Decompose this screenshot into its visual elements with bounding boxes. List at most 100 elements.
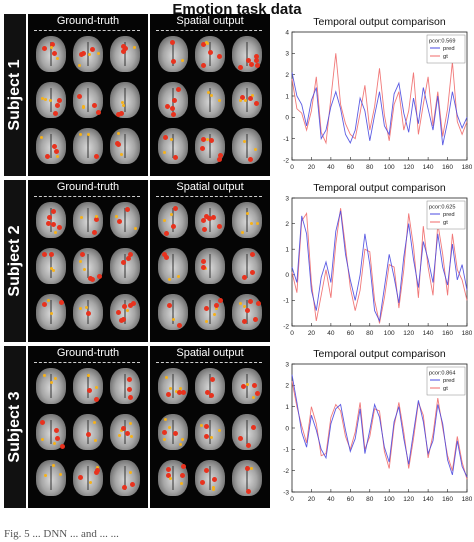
brain-slice xyxy=(232,368,262,404)
chart-title: Temporal output comparison xyxy=(313,182,446,194)
activation-blob xyxy=(52,110,58,116)
activation-blob xyxy=(121,259,127,265)
activation-blob xyxy=(162,218,166,222)
brain-slice xyxy=(232,82,262,118)
activation-blob xyxy=(83,268,87,271)
activation-blob xyxy=(181,389,187,395)
activation-blob xyxy=(164,418,168,422)
activation-blob xyxy=(238,436,244,442)
y-tick-label: 0 xyxy=(285,272,289,279)
activation-blob xyxy=(165,375,169,379)
activation-blob xyxy=(86,311,92,317)
panel-divider xyxy=(156,362,262,363)
activation-blob xyxy=(55,57,59,61)
panel-title: Spatial output xyxy=(176,347,244,359)
activation-blob xyxy=(91,102,97,108)
activation-blob xyxy=(214,306,218,310)
activation-blob xyxy=(176,274,180,278)
activation-blob xyxy=(168,477,172,481)
y-tick-label: -2 xyxy=(283,157,289,164)
x-tick-label: 0 xyxy=(290,164,294,171)
subject-label-1: Subject 1 xyxy=(4,14,26,176)
x-tick-label: 80 xyxy=(366,164,374,171)
legend-stat: pcor:0.569 xyxy=(429,39,455,45)
x-tick-label: 100 xyxy=(384,164,395,171)
activation-blob xyxy=(237,65,243,71)
activation-blob xyxy=(121,101,125,105)
y-tick-label: 3 xyxy=(285,361,289,368)
activation-blob xyxy=(50,266,54,270)
activation-blob xyxy=(92,421,96,425)
x-tick-label: 20 xyxy=(308,164,316,171)
activation-blob xyxy=(245,58,251,64)
ground-truth-panel: Ground-truth xyxy=(28,14,148,176)
activation-blob xyxy=(170,40,176,46)
activation-blob xyxy=(250,252,256,258)
activation-blob xyxy=(80,252,86,258)
y-tick-label: -1 xyxy=(283,136,289,143)
activation-blob xyxy=(78,259,82,263)
activation-blob xyxy=(51,144,57,150)
activation-blob xyxy=(79,215,83,219)
activation-blob xyxy=(177,323,183,329)
brain-slice xyxy=(195,36,225,72)
activation-blob xyxy=(200,264,206,270)
activation-blob xyxy=(96,274,102,280)
chart-title: Temporal output comparison xyxy=(313,16,446,28)
legend-box xyxy=(426,366,466,396)
activation-blob xyxy=(40,420,46,426)
brain-slice xyxy=(232,294,262,330)
x-tick-label: 80 xyxy=(366,330,374,337)
activation-blob xyxy=(250,93,254,97)
activation-blob xyxy=(179,481,183,485)
activation-blob xyxy=(162,430,168,436)
ground-truth-panel: Ground-truth xyxy=(28,346,148,508)
activation-blob xyxy=(88,275,94,281)
activation-blob xyxy=(53,441,57,445)
activation-blob xyxy=(214,303,220,309)
activation-blob xyxy=(168,425,172,429)
activation-blob xyxy=(59,443,65,449)
activation-blob xyxy=(121,49,127,55)
activation-blob xyxy=(218,429,222,433)
activation-blob xyxy=(217,223,223,229)
activation-blob xyxy=(200,217,206,223)
activation-blob xyxy=(181,437,184,441)
brain-slice xyxy=(158,248,188,284)
brain-slice xyxy=(195,248,225,284)
brain-slice xyxy=(110,128,140,164)
activation-blob xyxy=(207,49,213,55)
activation-blob xyxy=(244,99,248,103)
brain-slice xyxy=(158,36,188,72)
y-tick-label: 0 xyxy=(285,425,289,432)
brain-slice xyxy=(110,36,140,72)
activation-blob xyxy=(172,317,176,321)
activation-blob xyxy=(178,443,182,447)
activation-blob xyxy=(217,53,223,59)
activation-blob xyxy=(56,225,62,231)
x-tick-label: 0 xyxy=(290,496,294,503)
activation-blob xyxy=(217,152,223,158)
series-pred-line xyxy=(291,374,468,478)
activation-blob xyxy=(117,132,121,136)
y-tick-label: 2 xyxy=(285,383,289,390)
activation-blob xyxy=(40,96,44,100)
activation-blob xyxy=(252,317,258,323)
subject-row-1: Subject 1 Ground-truth Spatial output Te… xyxy=(4,14,472,176)
brain-slice xyxy=(36,368,66,404)
activation-blob xyxy=(115,215,119,219)
y-tick-label: -1 xyxy=(283,298,289,305)
brain-slice xyxy=(195,368,225,404)
activation-blob xyxy=(162,135,168,141)
brain-slice xyxy=(36,294,66,330)
activation-blob xyxy=(119,110,125,116)
activation-blob xyxy=(211,488,215,492)
legend-label-pred: pred xyxy=(443,212,455,218)
spatial-output-panel: Spatial output xyxy=(150,346,270,508)
x-tick-label: 40 xyxy=(327,164,335,171)
activation-blob xyxy=(50,42,56,48)
activation-blob xyxy=(43,474,47,478)
series-gt-line xyxy=(291,53,468,145)
